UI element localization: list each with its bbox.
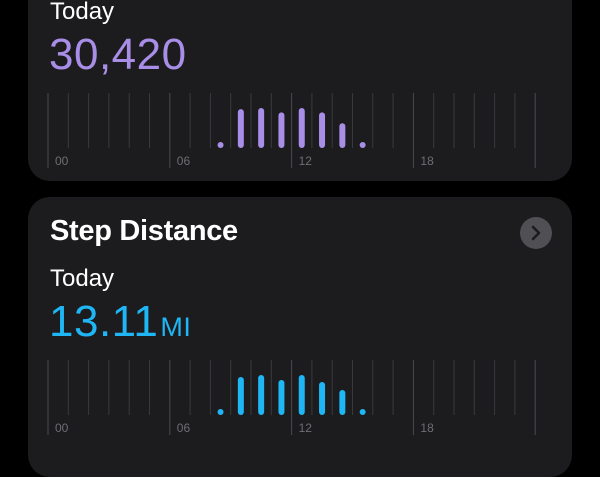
x-tick-label: 00 — [55, 421, 69, 435]
bar — [237, 376, 244, 415]
distance-chart: 00 06 12 18 — [47, 360, 536, 435]
card-title: Step Distance — [50, 215, 238, 247]
bar — [339, 390, 346, 415]
details-button[interactable] — [520, 217, 552, 249]
bar — [319, 112, 326, 148]
bar — [359, 142, 366, 148]
bar — [278, 112, 285, 148]
bar — [217, 409, 224, 415]
step-distance-card[interactable]: Step Distance Today 13.11MI 00 06 12 18 — [28, 197, 572, 477]
distance-number: 13.11 — [49, 297, 159, 346]
x-tick-label: 12 — [299, 421, 313, 435]
bar — [298, 108, 305, 148]
x-tick-label: 06 — [177, 421, 191, 435]
x-tick-label: 00 — [55, 154, 69, 168]
x-tick-label: 06 — [177, 154, 191, 168]
distance-unit: MI — [160, 312, 192, 342]
bar — [359, 409, 366, 415]
bar — [258, 375, 265, 415]
bar — [298, 375, 305, 415]
bar — [237, 109, 244, 148]
x-tick-label: 18 — [420, 154, 434, 168]
steps-value: 30,420 — [49, 30, 187, 79]
steps-card[interactable]: Today 30,420 00 06 12 18 — [28, 0, 572, 181]
period-label: Today — [50, 0, 115, 25]
distance-value: 13.11MI — [49, 297, 191, 347]
period-label: Today — [50, 265, 115, 292]
steps-chart: 00 06 12 18 — [47, 93, 536, 168]
bar — [339, 123, 346, 148]
chevron-right-icon — [531, 225, 541, 241]
x-tick-label: 12 — [299, 154, 313, 168]
bar — [258, 108, 265, 148]
bar — [217, 142, 224, 148]
bar — [319, 381, 326, 415]
bar — [278, 379, 285, 415]
x-tick-label: 18 — [420, 421, 434, 435]
